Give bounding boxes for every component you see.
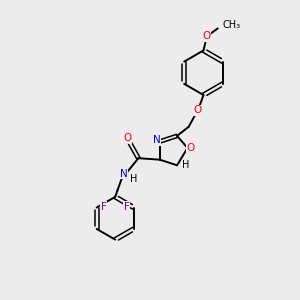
Text: O: O bbox=[202, 32, 211, 41]
Text: F: F bbox=[101, 202, 107, 212]
Text: N: N bbox=[120, 169, 128, 178]
Text: CH₃: CH₃ bbox=[222, 20, 240, 30]
Text: F: F bbox=[124, 202, 130, 212]
Text: O: O bbox=[194, 106, 202, 116]
Text: N: N bbox=[153, 135, 161, 145]
Text: H: H bbox=[130, 174, 137, 184]
Text: O: O bbox=[186, 143, 195, 153]
Text: H: H bbox=[182, 160, 189, 170]
Text: O: O bbox=[124, 133, 132, 143]
